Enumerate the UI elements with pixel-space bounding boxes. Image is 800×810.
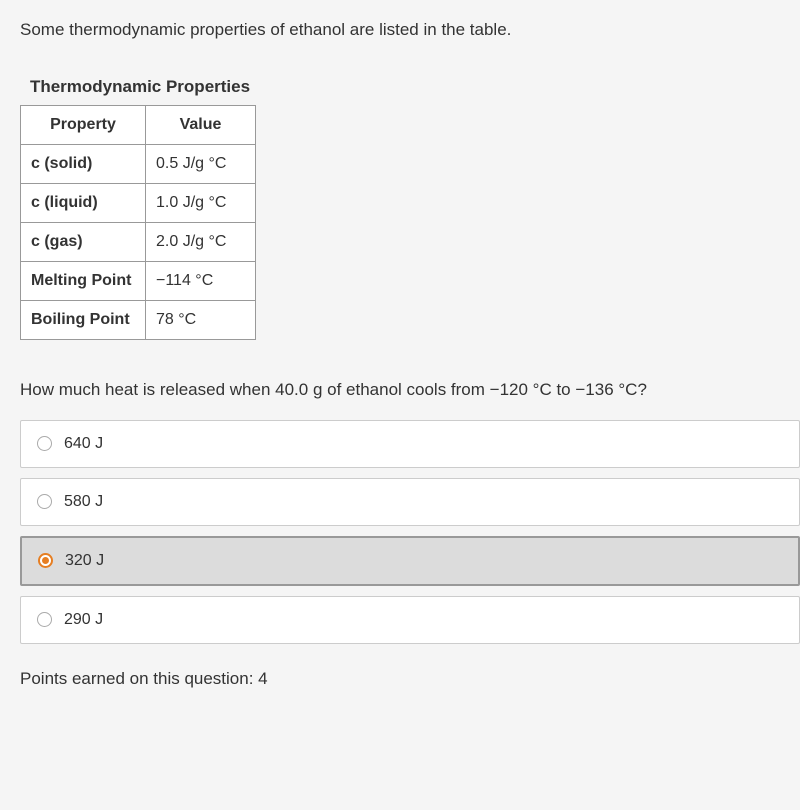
table-cell-value: 78 °C	[146, 300, 256, 339]
radio-icon	[37, 494, 52, 509]
option-label: 320 J	[65, 552, 104, 570]
table-body: c (solid)0.5 J/g °Cc (liquid)1.0 J/g °Cc…	[21, 144, 256, 339]
table-row: c (gas)2.0 J/g °C	[21, 222, 256, 261]
table-row: c (liquid)1.0 J/g °C	[21, 183, 256, 222]
table-title: Thermodynamic Properties	[20, 75, 260, 99]
table-header-property: Property	[21, 105, 146, 144]
properties-table: Property Value c (solid)0.5 J/g °Cc (liq…	[20, 105, 256, 340]
radio-inner-icon	[42, 557, 49, 564]
radio-icon	[37, 612, 52, 627]
option-label: 290 J	[64, 611, 103, 629]
table-row: Boiling Point78 °C	[21, 300, 256, 339]
table-header-row: Property Value	[21, 105, 256, 144]
table-cell-value: 0.5 J/g °C	[146, 144, 256, 183]
radio-icon	[37, 436, 52, 451]
table-cell-value: 1.0 J/g °C	[146, 183, 256, 222]
answer-option[interactable]: 580 J	[20, 478, 800, 526]
answer-option[interactable]: 320 J	[20, 536, 800, 586]
table-cell-value: −114 °C	[146, 261, 256, 300]
option-label: 580 J	[64, 493, 103, 511]
table-header-value: Value	[146, 105, 256, 144]
option-label: 640 J	[64, 435, 103, 453]
answer-option[interactable]: 640 J	[20, 420, 800, 468]
table-cell-property: c (liquid)	[21, 183, 146, 222]
table-cell-property: c (solid)	[21, 144, 146, 183]
options-container: 640 J 580 J 320 J 290 J	[20, 420, 800, 644]
table-row: c (solid)0.5 J/g °C	[21, 144, 256, 183]
radio-icon	[38, 553, 53, 568]
table-cell-property: Melting Point	[21, 261, 146, 300]
table-cell-property: c (gas)	[21, 222, 146, 261]
table-cell-property: Boiling Point	[21, 300, 146, 339]
answer-option[interactable]: 290 J	[20, 596, 800, 644]
table-cell-value: 2.0 J/g °C	[146, 222, 256, 261]
points-earned: Points earned on this question: 4	[20, 669, 800, 689]
question-prompt: How much heat is released when 40.0 g of…	[20, 380, 800, 400]
table-row: Melting Point−114 °C	[21, 261, 256, 300]
question-intro: Some thermodynamic properties of ethanol…	[20, 20, 800, 40]
